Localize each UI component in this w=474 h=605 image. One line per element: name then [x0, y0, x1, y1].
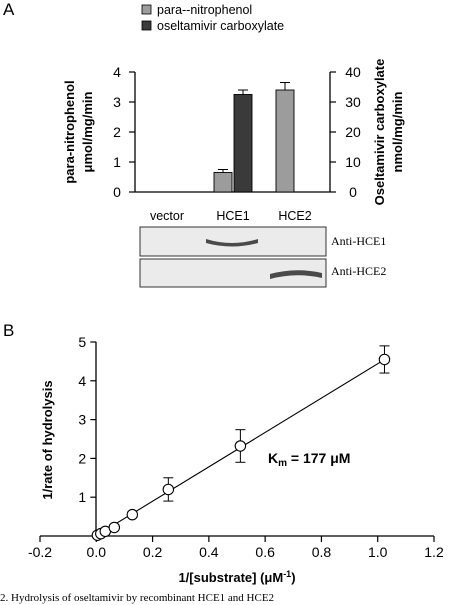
scatter-xlabel-main: 1/[substrate] (μM [178, 570, 283, 585]
bar-right-tick-label: 0 [349, 184, 357, 200]
bar-right-ticks: 0 10 20 30 40 [330, 64, 361, 200]
scatter-point [378, 353, 391, 366]
legend-swatch-para-nitrophenol [141, 4, 152, 15]
bar-left-tick-label: 4 [113, 64, 121, 80]
bar-left-tick-label: 0 [113, 184, 121, 200]
scatter-x-ticks: -0.2 0.0 0.2 0.4 0.6 0.8 1.0 1.2 [28, 536, 444, 560]
scatter-x-tick-label: 0.4 [199, 544, 219, 560]
bar-y2label-line2: nmol/mg/min [390, 91, 405, 172]
scatter-ylabel: 1/rate of hydrolysis [40, 380, 55, 499]
legend-label-para-nitrophenol: para--nitrophenol [157, 3, 252, 17]
blot-label-hce2: Anti-HCE2 [331, 264, 386, 278]
scatter-x-tick-label: 0.2 [143, 544, 163, 560]
bar-left-tick-label: 3 [113, 94, 121, 110]
scatter-y-tick-label: 2 [78, 450, 86, 466]
western-blot-hce1: Anti-HCE1 [139, 226, 386, 257]
bar-right-tick-label: 20 [345, 124, 361, 140]
scatter-y-tick-label: 3 [78, 412, 86, 428]
blot-strip-hce1 [139, 226, 327, 257]
lane-label-hce2: HCE2 [278, 209, 311, 223]
western-blot-hce2: Anti-HCE2 [139, 258, 386, 288]
scatter-point [108, 521, 121, 534]
panel-b-letter: B [3, 321, 14, 340]
bar-right-tick-label: 30 [345, 94, 361, 110]
km-value: = 177 μM [287, 450, 350, 466]
legend-swatch-oseltamivir-carboxylate [141, 20, 152, 31]
bar-ylabel-line2: μmol/mg/min [80, 91, 95, 172]
scatter-point [126, 508, 139, 521]
km-subscript: m [278, 458, 287, 469]
bar-right-tick-label: 40 [345, 64, 361, 80]
scatter-x-tick-label: 1.0 [368, 544, 388, 560]
blot-band-hce2 [270, 270, 322, 279]
figure-caption: 2. Hydrolysis of oseltamivir by recombin… [0, 592, 274, 604]
bar-right-tick-label: 10 [345, 154, 361, 170]
bar-ylabel-line1: para-nitrophenol [62, 80, 77, 183]
km-annotation: Km = 177 μM [268, 450, 350, 469]
scatter-point [162, 483, 175, 496]
scatter-x-tick-label: 0.8 [312, 544, 332, 560]
scatter-y-tick-label: 1 [78, 489, 86, 505]
km-prefix: K [268, 450, 278, 466]
scatter-xlabel-exponent: -1 [283, 569, 291, 579]
scatter-xlabel-close: ) [291, 570, 295, 585]
scatter-y-tick-label: 4 [78, 373, 86, 389]
scatter-point [234, 440, 247, 452]
bar-y2label-line1: Oseltamivir carboxylate [372, 59, 387, 206]
scatter-xlabel: 1/[substrate] (μM-1) [178, 569, 295, 585]
scatter-x-tick-label: -0.2 [28, 544, 52, 560]
panel-a-letter: A [3, 0, 15, 19]
legend-label-oseltamivir-carboxylate: oseltamivir carboxylate [157, 19, 284, 33]
bar-para-nitrophenol-hce2 [275, 89, 295, 193]
scatter-y-tick-label: 5 [78, 334, 86, 350]
bar-left-tick-label: 2 [113, 124, 121, 140]
scatter-x-tick-label: 0.6 [255, 544, 275, 560]
blot-strip-hce2 [139, 258, 327, 288]
blot-label-hce1: Anti-HCE1 [331, 234, 386, 248]
bar-left-tick-label: 1 [113, 154, 121, 170]
bar-left-ticks: 0 1 2 3 4 [113, 64, 135, 200]
scatter-marks [91, 345, 391, 541]
lane-label-hce1: HCE1 [216, 209, 249, 223]
bar-oseltamivir-carboxylate-hce1 [233, 94, 253, 193]
scatter-x-tick-label: 0.0 [87, 544, 107, 560]
scatter-x-tick-label: 1.2 [424, 544, 444, 560]
scatter-y-ticks: 1 2 3 4 5 [78, 334, 97, 505]
blot-band-hce1 [206, 239, 258, 247]
bar-para-nitrophenol-hce1 [213, 172, 233, 193]
bar-legend: para--nitrophenol oseltamivir carboxylat… [141, 3, 284, 33]
lane-label-vector: vector [150, 209, 184, 223]
bar-marks [213, 82, 295, 193]
